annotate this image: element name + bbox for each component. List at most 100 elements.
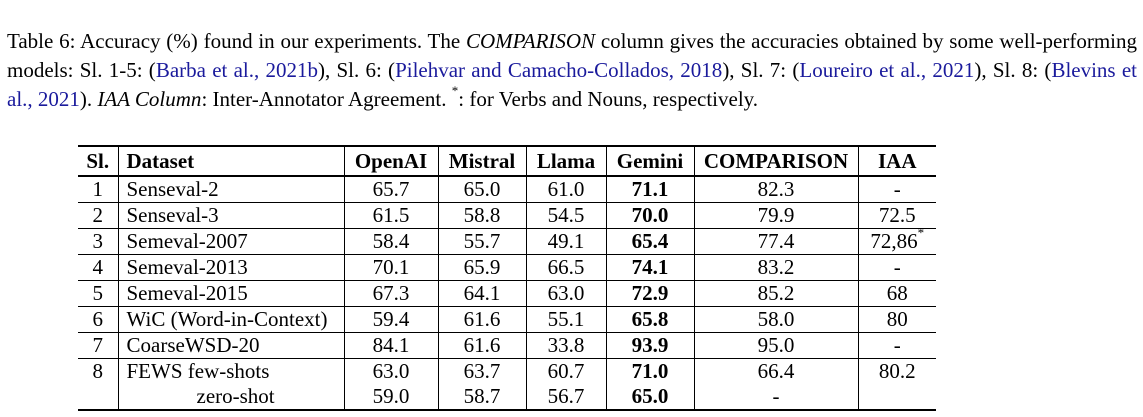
table-row: 3 Semeval-2007 58.4 55.7 49.1 65.4 77.4 … — [78, 226, 936, 255]
cell-gemini: 71.0 — [606, 358, 695, 384]
cell-dataset: Senseval-2 — [118, 176, 345, 203]
cell-iaa-footnote-mark: * — [917, 225, 925, 240]
table-caption: Table 6: Accuracy (%) found in our exper… — [7, 27, 1137, 114]
cell-iaa — [858, 384, 936, 410]
header-llama: Llama — [526, 146, 607, 176]
header-comparison: COMPARISON — [694, 146, 859, 176]
cell-openai: 84.1 — [344, 332, 439, 359]
header-gemini: Gemini — [606, 146, 695, 176]
cell-mistral: 61.6 — [438, 332, 527, 359]
caption-iaa-term: IAA Column — [97, 87, 202, 111]
cell-llama: 54.5 — [526, 202, 607, 229]
cell-sl: 1 — [78, 176, 119, 203]
table-row: 1 Senseval-2 65.7 65.0 61.0 71.1 82.3 - — [78, 176, 936, 203]
cell-gemini: 74.1 — [606, 254, 695, 281]
citation-link[interactable]: Loureiro et al., 2021 — [799, 58, 975, 82]
cell-dataset: Senseval-3 — [118, 202, 345, 229]
cell-dataset: CoarseWSD-20 — [118, 332, 345, 359]
table-row: 6 WiC (Word-in-Context) 59.4 61.6 55.1 6… — [78, 306, 936, 333]
cell-dataset: Semeval-2015 — [118, 280, 345, 307]
cell-sl: 6 — [78, 306, 119, 333]
cell-gemini: 72.9 — [606, 280, 695, 307]
cell-mistral: 65.9 — [438, 254, 527, 281]
cell-mistral: 64.1 — [438, 280, 527, 307]
caption-footnote-mark: * — [451, 83, 459, 98]
cell-iaa-value: 72,86 — [870, 229, 918, 253]
table-row: 7 CoarseWSD-20 84.1 61.6 33.8 93.9 95.0 … — [78, 332, 936, 359]
cell-openai: 58.4 — [344, 228, 439, 255]
cell-openai: 59.4 — [344, 306, 439, 333]
cell-llama: 56.7 — [526, 384, 607, 410]
citation-link[interactable]: Blevins et al., 2021 — [7, 58, 1138, 111]
cell-iaa: 80.2 — [878, 359, 916, 383]
cell-openai: 59.0 — [344, 384, 439, 410]
cell-iaa: 80 — [886, 307, 908, 331]
cell-sl: 8 — [78, 358, 119, 384]
caption-text: ), Sl. 7: ( — [722, 58, 800, 82]
cell-comparison: 82.3 — [694, 176, 859, 203]
cell-sl: 2 — [78, 202, 119, 229]
table-row: 4 Semeval-2013 70.1 65.9 66.5 74.1 83.2 … — [78, 254, 936, 281]
cell-llama: 63.0 — [526, 280, 607, 307]
citation-link[interactable]: Barba et al., 2021b — [155, 58, 318, 82]
cell-sl: 7 — [78, 332, 119, 359]
cell-openai: 65.7 — [344, 176, 439, 203]
cell-dataset: Semeval-2013 — [118, 254, 345, 281]
cell-mistral: 58.8 — [438, 202, 527, 229]
caption-text: ). — [79, 87, 98, 111]
cell-mistral: 61.6 — [438, 306, 527, 333]
cell-comparison: 83.2 — [694, 254, 859, 281]
cell-gemini: 71.1 — [606, 176, 695, 203]
cell-sl — [78, 384, 119, 410]
cell-llama: 55.1 — [526, 306, 607, 333]
table-row: 2 Senseval-3 61.5 58.8 54.5 70.0 79.9 72… — [78, 202, 936, 229]
cell-mistral: 63.7 — [438, 358, 527, 384]
cell-dataset: Semeval-2007 — [118, 228, 345, 255]
caption-text: ), Sl. 6: ( — [318, 58, 396, 82]
cell-gemini: 93.9 — [606, 332, 695, 359]
caption-text: : for Verbs and Nouns, respectively. — [458, 87, 759, 111]
header-sl: Sl. — [78, 146, 119, 176]
caption-text: : Inter-Annotator Agreement. — [201, 87, 452, 111]
cell-mistral: 58.7 — [438, 384, 527, 410]
cell-comparison: 58.0 — [694, 306, 859, 333]
cell-llama: 60.7 — [526, 358, 607, 384]
caption-text: column gives the accuracies obtained by … — [7, 29, 1138, 82]
cell-gemini: 65.0 — [606, 384, 695, 410]
cell-dataset: WiC (Word-in-Context) — [118, 306, 345, 333]
caption-text: ), Sl. 8: ( — [974, 58, 1052, 82]
cell-gemini: 70.0 — [606, 202, 695, 229]
cell-iaa: - — [893, 255, 901, 279]
citation-link[interactable]: Pilehvar and Camacho-Collados, 2018 — [395, 58, 723, 82]
cell-llama: 33.8 — [526, 332, 607, 359]
cell-comparison: 77.4 — [694, 228, 859, 255]
cell-openai: 63.0 — [344, 358, 439, 384]
results-table: Sl. Dataset OpenAI Mistral Llama Gemini … — [78, 145, 936, 411]
cell-openai: 61.5 — [344, 202, 439, 229]
cell-gemini: 65.4 — [606, 228, 695, 255]
cell-iaa: - — [893, 333, 901, 357]
cell-llama: 66.5 — [526, 254, 607, 281]
header-openai: OpenAI — [344, 146, 439, 176]
table-row: 8 FEWS few-shots 63.0 63.7 60.7 71.0 66.… — [78, 358, 936, 384]
cell-dataset: FEWS few-shots — [118, 358, 345, 384]
cell-dataset: zero-shot — [118, 384, 345, 410]
table-header-row: Sl. Dataset OpenAI Mistral Llama Gemini … — [78, 146, 936, 176]
header-dataset: Dataset — [118, 146, 345, 176]
cell-iaa: - — [893, 177, 901, 201]
cell-sl: 3 — [78, 228, 119, 255]
cell-sl: 4 — [78, 254, 119, 281]
cell-comparison: 79.9 — [694, 202, 859, 229]
cell-iaa: 72.5 — [878, 203, 916, 227]
cell-comparison: 95.0 — [694, 332, 859, 359]
cell-mistral: 55.7 — [438, 228, 527, 255]
caption-comparison-term: COMPARISON — [465, 29, 596, 53]
cell-sl: 5 — [78, 280, 119, 307]
cell-comparison: - — [694, 384, 859, 410]
caption-text: Table 6: Accuracy (%) found in our exper… — [7, 29, 466, 53]
table-row: 5 Semeval-2015 67.3 64.1 63.0 72.9 85.2 … — [78, 280, 936, 307]
cell-openai: 67.3 — [344, 280, 439, 307]
table-row: zero-shot 59.0 58.7 56.7 65.0 - — [78, 384, 936, 410]
cell-iaa: 72,86* — [858, 226, 936, 255]
